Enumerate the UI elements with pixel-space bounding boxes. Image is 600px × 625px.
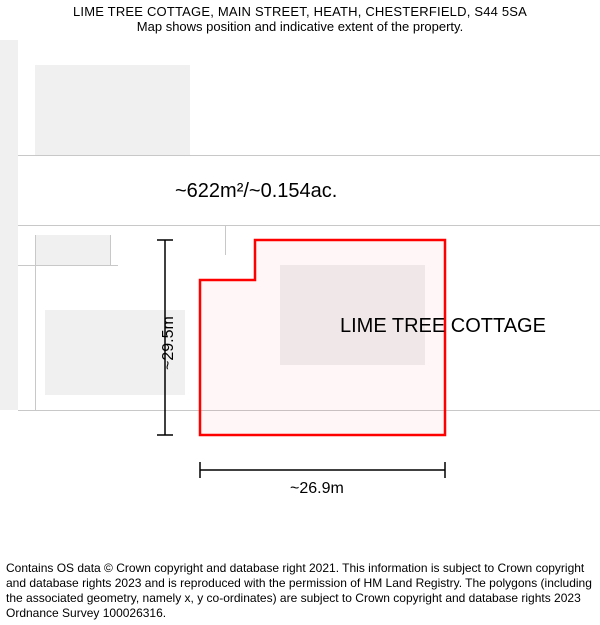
- header: LIME TREE COTTAGE, MAIN STREET, HEATH, C…: [0, 0, 600, 36]
- width-dimension-bracket: [0, 40, 600, 550]
- property-address-title: LIME TREE COTTAGE, MAIN STREET, HEATH, C…: [8, 4, 592, 19]
- copyright-footer: Contains OS data © Crown copyright and d…: [6, 561, 594, 621]
- width-dimension-label: ~26.9m: [290, 480, 344, 498]
- map-subtitle: Map shows position and indicative extent…: [8, 19, 592, 34]
- map-canvas: ~622m²/~0.154ac. LIME TREE COTTAGE ~29.5…: [0, 40, 600, 550]
